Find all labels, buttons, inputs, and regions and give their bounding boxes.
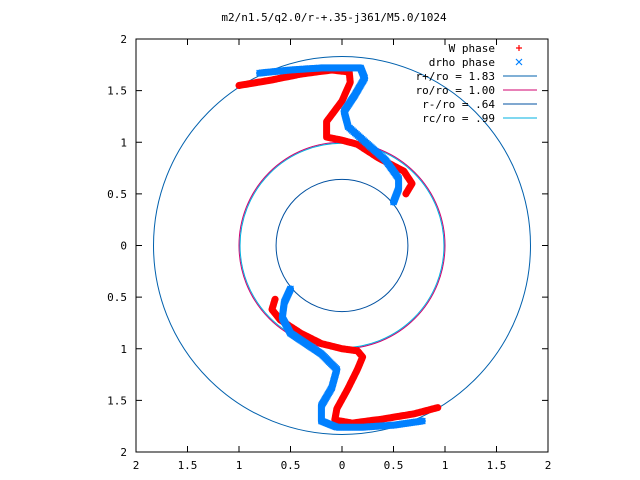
legend-label-r-minus: r-/ro = .64 xyxy=(422,98,495,111)
circle-2 xyxy=(275,178,409,313)
legend-label-rc: rc/ro = .99 xyxy=(422,112,495,125)
x-tick-label: 1.5 xyxy=(487,459,507,472)
y-tick-label: 2 xyxy=(120,446,127,459)
x-tick-label: 0.5 xyxy=(281,459,301,472)
y-tick-label: 2 xyxy=(120,33,127,46)
series-0 xyxy=(235,66,442,427)
y-tick-label: 0.5 xyxy=(107,291,127,304)
y-tick-label: 0.5 xyxy=(107,188,127,201)
x-tick-label: 1.5 xyxy=(178,459,198,472)
legend-label-r-plus: r+/ro = 1.83 xyxy=(416,70,495,83)
legend-label-ro: ro/ro = 1.00 xyxy=(416,84,495,97)
y-tick-label: 1 xyxy=(120,343,127,356)
x-tick-label: 1 xyxy=(442,459,449,472)
series-line-1-arm2 xyxy=(278,285,426,431)
chart-title: m2/n1.5/q2.0/r-+.35-j361/M5.0/1024 xyxy=(221,11,447,24)
x-tick-label: 2 xyxy=(133,459,140,472)
series-layer xyxy=(235,64,442,431)
legend: W phase drho phase r+/ro = 1.83 ro/ro = … xyxy=(416,42,537,125)
legend-label-drho-phase: drho phase xyxy=(429,56,495,69)
y-tick-label: 1.5 xyxy=(107,394,127,407)
series-line-0-arm1 xyxy=(235,66,416,198)
legend-marker-drho-phase xyxy=(515,58,523,66)
y-tick-label: 0 xyxy=(120,240,127,253)
x-tick-label: 0 xyxy=(339,459,346,472)
series-line-0-arm2 xyxy=(268,295,442,427)
x-tick-label: 0.5 xyxy=(384,459,404,472)
y-tick-label: 1.5 xyxy=(107,85,127,98)
x-tick-label: 2 xyxy=(545,459,552,472)
series-line-1-arm1 xyxy=(256,64,403,206)
series-1 xyxy=(256,64,426,431)
y-tick-label: 1 xyxy=(120,136,127,149)
circle-0 xyxy=(153,56,531,435)
circle-3 xyxy=(239,142,445,349)
legend-label-w-phase: W phase xyxy=(449,42,495,55)
x-tick-label: 1 xyxy=(236,459,243,472)
legend-marker-w-phase xyxy=(516,45,522,51)
ticks-layer: 2 1.5 1 0.5 0 0.5 1 1.5 221.510.500.511.52 xyxy=(107,33,551,472)
